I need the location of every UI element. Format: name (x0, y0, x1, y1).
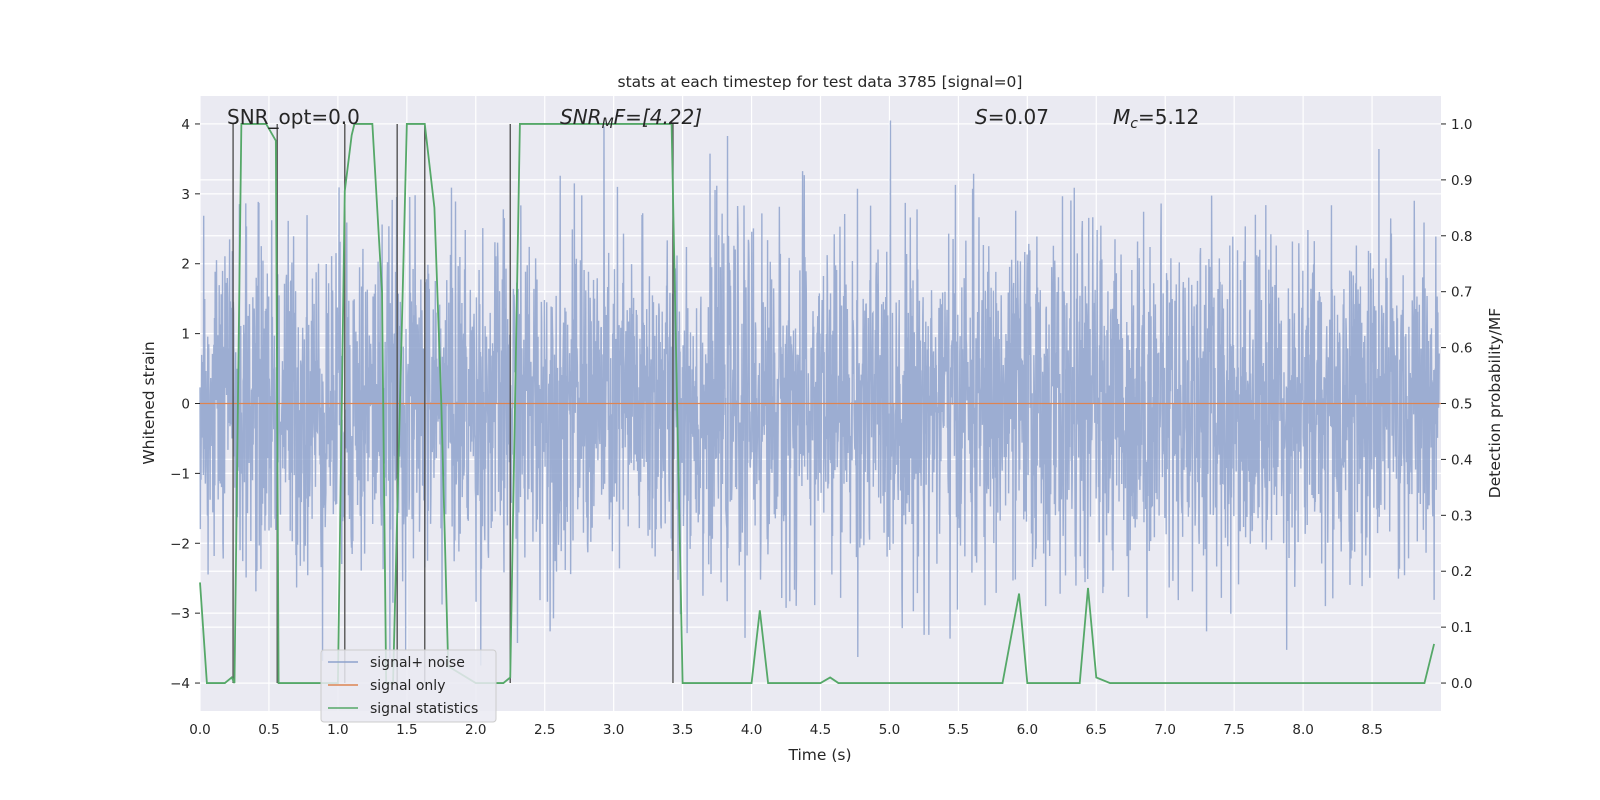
x-tick-label-2: 1.0 (327, 722, 348, 738)
annotation-snr-opt: SNR_opt=0.0 (227, 105, 360, 129)
y-left-tick-label-2: −2 (170, 536, 190, 552)
legend-label-signal: signal only (370, 678, 445, 694)
x-tick-label-17: 8.5 (1361, 722, 1382, 738)
x-tick-label-1: 0.5 (258, 722, 279, 738)
x-tick-label-13: 6.5 (1086, 722, 1107, 738)
y-left-tick-label-4: 0 (181, 397, 190, 413)
y-right-tick-label-4: 0.4 (1451, 452, 1472, 468)
y-left-tick-label-6: 2 (181, 257, 190, 273)
y-left-tick-label-5: 1 (181, 327, 190, 343)
y-right-tick-label-7: 0.7 (1451, 285, 1472, 301)
legend-label-noise: signal+ noise (370, 655, 465, 671)
y-left-tick-label-7: 3 (181, 187, 190, 203)
x-tick-label-12: 6.0 (1017, 722, 1038, 738)
x-tick-label-8: 4.0 (741, 722, 762, 738)
x-tick-label-0: 0.0 (189, 722, 210, 738)
x-tick-label-7: 3.5 (672, 722, 693, 738)
y-right-tick-label-1: 0.1 (1451, 620, 1472, 636)
noise-series (199, 120, 1440, 666)
y-axis-label-left: Whitened strain (140, 341, 158, 464)
legend-label-statistics: signal statistics (370, 701, 478, 717)
x-tick-label-5: 2.5 (534, 722, 555, 738)
y-right-tick-label-5: 0.5 (1451, 397, 1472, 413)
x-tick-label-9: 4.5 (810, 722, 831, 738)
x-tick-label-3: 1.5 (396, 722, 417, 738)
legend: signal+ noise signal only signal statist… (320, 649, 497, 723)
y-right-tick-label-2: 0.2 (1451, 564, 1472, 580)
x-tick-label-11: 5.5 (948, 722, 969, 738)
series-statistics-line (199, 123, 1435, 684)
y-right-tick-label-8: 0.8 (1451, 229, 1472, 245)
y-axis-label-right: Detection probability/MF (1486, 308, 1504, 499)
x-axis: 0.0 0.5 1.0 1.5 2.0 2.5 3.0 3.5 4.0 4.5 5.0 5.5 6.0 6… (189, 722, 1383, 738)
annotation-snr-mf: SNRMF=[4.22] (560, 105, 702, 132)
x-tick-label-6: 3.0 (603, 722, 624, 738)
legend-box (320, 649, 497, 723)
y-right-tick-label-3: 0.3 (1451, 508, 1472, 524)
y-left-tick-label-1: −3 (170, 606, 190, 622)
annotation-s: S=0.07 (975, 105, 1049, 129)
y-left-tick-label-3: −1 (170, 466, 190, 482)
x-tick-label-4: 2.0 (465, 722, 486, 738)
x-tick-label-16: 8.0 (1292, 722, 1313, 738)
series-noise-line (199, 120, 1440, 666)
x-tick-label-10: 5.0 (879, 722, 900, 738)
y-axis-left: −4 −3 −2 −1 0 1 2 3 4 (170, 117, 200, 692)
chart-title: stats at each timestep for test data 378… (618, 73, 1023, 91)
y-left-tick-label-8: 4 (181, 117, 190, 133)
x-tick-label-15: 7.5 (1223, 722, 1244, 738)
x-tick-label-14: 7.0 (1154, 722, 1175, 738)
y-left-tick-label-0: −4 (170, 676, 190, 692)
x-axis-label: Time (s) (787, 746, 851, 764)
y-right-tick-label-0: 0.0 (1451, 676, 1472, 692)
y-right-tick-label-6: 0.6 (1451, 341, 1472, 357)
y-right-tick-label-9: 0.9 (1451, 173, 1472, 189)
annotation-mc: Mc=5.12 (1113, 105, 1199, 132)
y-right-tick-label-10: 1.0 (1451, 117, 1472, 133)
y-axis-right: 0.0 0.1 0.2 0.3 0.4 0.5 0.6 0.7 0.8 0.9 1.0 (1441, 117, 1472, 692)
statistics-series (199, 123, 1435, 684)
